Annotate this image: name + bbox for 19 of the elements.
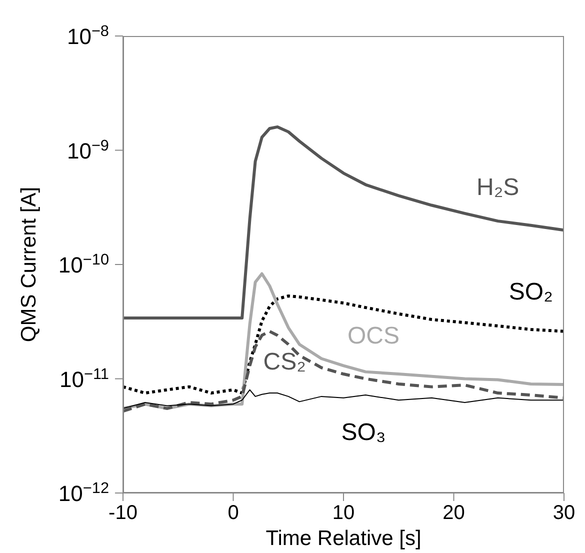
series-label: OCS bbox=[347, 322, 400, 350]
x-tick-label: 0 bbox=[228, 502, 239, 524]
x-axis-title: Time Relative [s] bbox=[266, 527, 422, 550]
y-axis-title: QMS Current [A] bbox=[17, 186, 40, 342]
series-label: CS₂ bbox=[263, 348, 306, 376]
series-label: H₂S bbox=[476, 174, 520, 202]
line-series bbox=[123, 125, 564, 320]
y-tick-label: 10$^{−10}$ bbox=[58, 251, 109, 278]
y-tick-label: 10$^{−12}$ bbox=[58, 480, 109, 506]
y-tick-label: 10$^{−11}$ bbox=[60, 365, 109, 392]
x-tick-label: 10 bbox=[332, 502, 355, 524]
x-tick-label: 20 bbox=[442, 502, 465, 524]
line-series bbox=[123, 389, 564, 409]
y-tick-label: 10$^{−8}$ bbox=[66, 22, 109, 49]
x-tick-label: 30 bbox=[552, 502, 576, 524]
x-tick-label: -10 bbox=[108, 502, 138, 524]
series-label: SO₃ bbox=[341, 418, 386, 446]
y-tick-label: 10$^{−9}$ bbox=[66, 136, 109, 164]
series-label: SO₂ bbox=[508, 278, 553, 306]
